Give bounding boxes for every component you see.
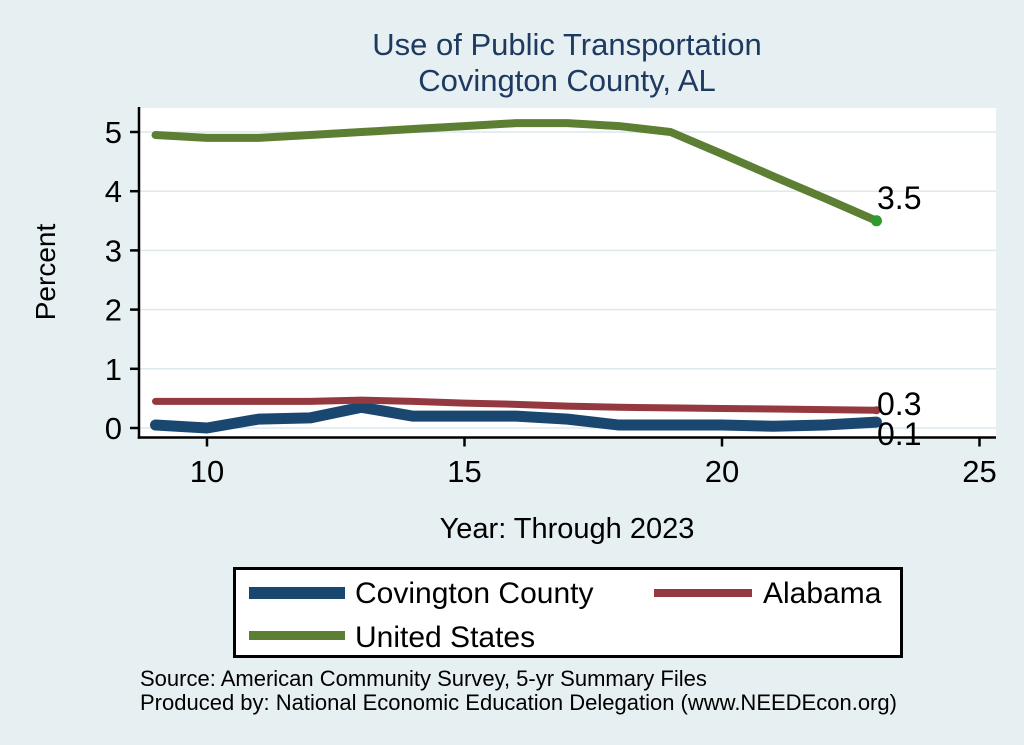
end-label-united-states: 3.5 [877, 180, 922, 216]
source-note: Source: American Community Survey, 5-yr … [140, 667, 897, 714]
y-tick-label: 0 [105, 411, 122, 446]
chart-title: Use of Public Transportation Covington C… [138, 27, 996, 99]
y-tick-label: 4 [105, 174, 122, 209]
series-line-covington-county [150, 401, 882, 434]
x-tick-label: 20 [705, 454, 739, 489]
y-tick-label: 3 [105, 233, 122, 268]
chart-title-line1: Use of Public Transportation [372, 27, 762, 62]
y-tick-label: 5 [105, 115, 122, 150]
legend: Covington County Alabama United States [233, 567, 903, 658]
end-label-alabama: 0.3 [877, 386, 922, 422]
x-tick-label: 10 [190, 454, 224, 489]
plot-background [138, 108, 996, 438]
series-line-alabama [152, 396, 880, 414]
series-end-marker-united-states [871, 215, 882, 227]
series-end-marker-alabama [872, 406, 881, 415]
end-label-covington-county: 0.1 [877, 416, 922, 452]
y-tick-label: 2 [105, 293, 122, 328]
y-tick-label: 1 [105, 352, 122, 387]
legend-label-alabama: Alabama [763, 577, 882, 610]
series-line-united-states [151, 119, 881, 225]
legend-swatch-covington-county [249, 587, 345, 599]
legend-swatch-alabama [654, 589, 752, 597]
legend-label-covington-county: Covington County [355, 577, 594, 610]
x-tick-label: 25 [962, 454, 996, 489]
series-end-marker-covington-county [871, 417, 882, 428]
produced-by-line: Produced by: National Economic Education… [140, 689, 897, 715]
x-axis-title: Year: Through 2023 [439, 513, 695, 545]
chart-title-line2: Covington County, AL [418, 63, 716, 98]
source-line: Source: American Community Survey, 5-yr … [140, 666, 707, 691]
x-tick-label: 15 [447, 454, 481, 489]
legend-label-united-states: United States [355, 621, 536, 654]
legend-swatch-united-states [249, 631, 345, 640]
